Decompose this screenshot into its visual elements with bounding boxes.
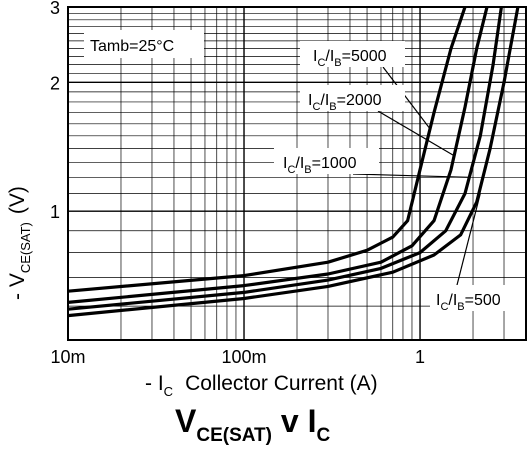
- series-curves: [67, 6, 520, 318]
- y-axis-label: - VCE(SAT)(V): [6, 186, 33, 300]
- label-leader-lines: [352, 66, 481, 290]
- y-tick-label: 1: [50, 202, 60, 222]
- x-tick-label: 10m: [50, 347, 85, 367]
- plot-frame: [67, 6, 527, 341]
- series-line: [67, 6, 503, 311]
- x-axis-label: - IC Collector Current (A): [145, 372, 378, 399]
- series-label: IC/IB=5000: [313, 48, 387, 69]
- leader-line: [455, 193, 481, 290]
- leader-line: [377, 110, 454, 156]
- series-label-bg: [300, 41, 405, 67]
- series-line: [67, 6, 467, 293]
- series-label: IC/IB=2000: [308, 92, 382, 113]
- y-tick-label: 3: [50, 0, 60, 18]
- temp-annotation: Tamb=25°C: [90, 38, 174, 55]
- annotations: Tamb=25°C IC/IB=5000 IC/IB=2000 IC/IB=1000 I…: [84, 30, 529, 313]
- series-label-bg: [430, 285, 529, 311]
- series-label-bg: [300, 85, 405, 111]
- series-label: IC/IB=1000: [283, 155, 357, 176]
- series-label-bg: [274, 148, 379, 174]
- leader-line: [382, 66, 432, 131]
- x-tick-label: 100m: [221, 347, 266, 367]
- series-line: [67, 6, 489, 304]
- temp-label-bg: [84, 30, 204, 58]
- x-tick-label: 1: [415, 347, 425, 367]
- tick-labels: 10m 100m 1 1 2 3: [50, 0, 425, 367]
- leader-line: [352, 173, 470, 178]
- chart-title: VCE(SAT) v IC: [175, 403, 330, 446]
- y-tick-label: 2: [50, 73, 60, 93]
- series-label: IC/IB=500: [436, 292, 501, 313]
- series-line: [67, 6, 520, 318]
